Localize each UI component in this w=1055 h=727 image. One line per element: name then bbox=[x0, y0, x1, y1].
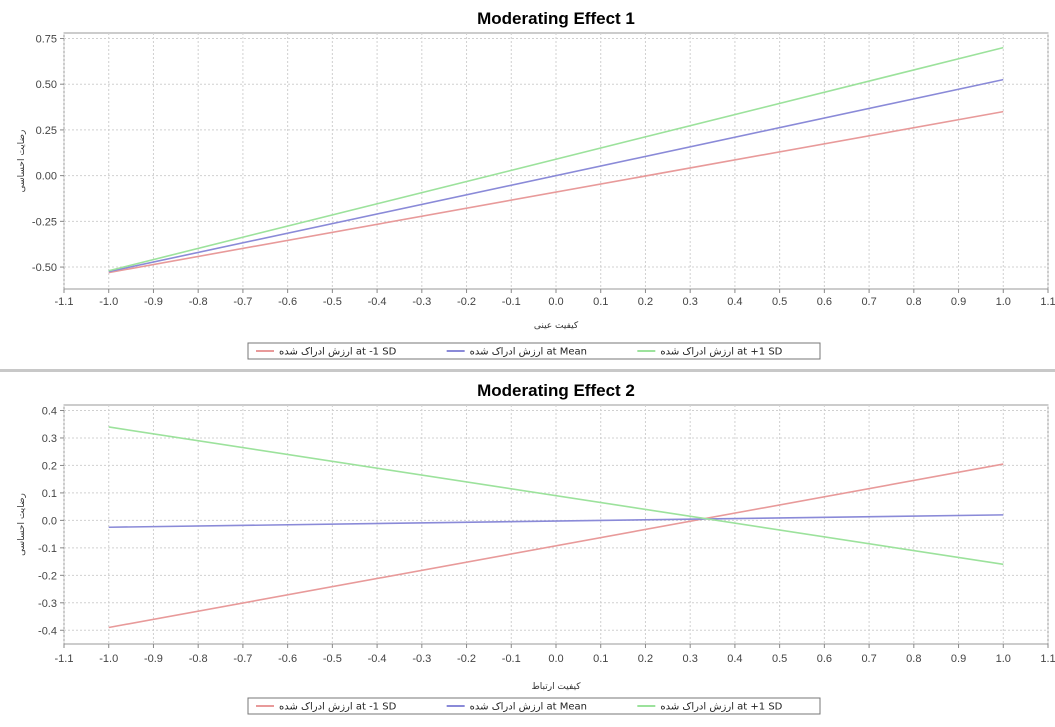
x-tick-label: 0.7 bbox=[861, 653, 876, 665]
x-tick-label: 0.5 bbox=[772, 653, 787, 665]
y-tick-label: -0.2 bbox=[38, 570, 57, 582]
y-tick-label: 0.75 bbox=[36, 33, 57, 45]
x-tick-label: 0.4 bbox=[727, 296, 742, 308]
x-tick-label: 1.1 bbox=[1040, 653, 1055, 665]
y-tick-label: -0.1 bbox=[38, 543, 57, 555]
x-tick-label: 0.6 bbox=[817, 653, 832, 665]
x-tick-label: 1.0 bbox=[996, 296, 1011, 308]
legend-entry: ارزش ادراک شده at Mean bbox=[470, 347, 587, 358]
series-line-1 bbox=[108, 110, 1004, 274]
x-tick-label: -0.6 bbox=[278, 296, 297, 308]
series-line-1 bbox=[108, 463, 1004, 629]
legend-box bbox=[247, 697, 821, 715]
x-tick-label: -0.1 bbox=[502, 653, 521, 665]
x-tick-label: -0.4 bbox=[368, 296, 387, 308]
x-tick-label: -0.3 bbox=[412, 653, 431, 665]
x-tick-label: 0.8 bbox=[906, 296, 921, 308]
x-tick-label: 0.1 bbox=[593, 653, 608, 665]
x-tick-label: 0.3 bbox=[683, 653, 698, 665]
legend-entry: ارزش ادراک شده at -1 SD bbox=[279, 702, 397, 713]
x-axis-label: کیفیت ارتباط bbox=[531, 682, 581, 692]
y-tick-label: 0.00 bbox=[36, 171, 57, 183]
x-tick-label: 0.0 bbox=[548, 296, 563, 308]
x-tick-label: 0.1 bbox=[593, 296, 608, 308]
x-tick-label: 0.9 bbox=[951, 653, 966, 665]
x-tick-label: -0.7 bbox=[233, 296, 252, 308]
x-tick-label: -0.8 bbox=[189, 653, 208, 665]
y-tick-label: -0.3 bbox=[38, 598, 57, 610]
y-axis-label: رضایت احساسی bbox=[17, 130, 27, 193]
legend: ارزش ادراک شده at -1 SD ارزش ادراک شده at… bbox=[247, 342, 821, 360]
x-tick-label: 1.1 bbox=[1040, 296, 1055, 308]
x-tick-label: -0.2 bbox=[457, 296, 476, 308]
chart-title: Moderating Effect 1 bbox=[477, 9, 635, 28]
panel-divider bbox=[0, 369, 1055, 372]
legend-entry: ارزش ادراک شده at Mean bbox=[470, 702, 587, 713]
x-tick-label: 0.0 bbox=[548, 653, 563, 665]
x-tick-label: -1.1 bbox=[55, 296, 74, 308]
y-tick-label: 0.0 bbox=[42, 515, 57, 527]
x-tick-label: -0.7 bbox=[233, 653, 252, 665]
x-tick-label: -1.1 bbox=[55, 653, 74, 665]
chart-2: Moderating Effect 2 -1.1 -1.0 -0.9 -0.8 -0.7 -… bbox=[17, 381, 1055, 715]
y-tick-label: -0.50 bbox=[32, 262, 57, 274]
series-line-2 bbox=[108, 78, 1004, 273]
x-tick-label: 0.2 bbox=[638, 296, 653, 308]
chart-title: Moderating Effect 2 bbox=[477, 381, 635, 400]
x-tick-label: 0.7 bbox=[861, 296, 876, 308]
x-tick-label: -0.8 bbox=[189, 296, 208, 308]
legend-entry: ارزش ادراک شده at -1 SD bbox=[279, 347, 397, 358]
x-tick-label: -0.5 bbox=[323, 653, 342, 665]
y-tick-label: 0.3 bbox=[42, 433, 57, 445]
chart-panel-1: Moderating Effect 1 -1.1 -1.0 -0.9 -0.8 -0.7 -… bbox=[17, 9, 1055, 360]
y-tick-label: 0.4 bbox=[42, 405, 57, 417]
x-tick-label: -0.2 bbox=[457, 653, 476, 665]
series-line-3 bbox=[108, 426, 1004, 566]
y-tick-label: -0.4 bbox=[38, 625, 57, 637]
x-tick-label: -0.5 bbox=[323, 296, 342, 308]
x-tick-label: 0.4 bbox=[727, 653, 742, 665]
x-tick-label: 0.3 bbox=[683, 296, 698, 308]
legend-box bbox=[247, 342, 821, 360]
x-tick-label: -0.9 bbox=[144, 653, 163, 665]
legend-entry: ارزش ادراک شده at +1 SD bbox=[660, 702, 782, 713]
legend: ارزش ادراک شده at -1 SD ارزش ادراک شده at… bbox=[247, 697, 821, 715]
x-tick-label: -0.3 bbox=[412, 296, 431, 308]
chart-1: Moderating Effect 1 -1.1 -1.0 -0.9 -0.8 -0.7 -… bbox=[17, 9, 1055, 360]
x-tick-label: -1.0 bbox=[99, 653, 118, 665]
series-line-2 bbox=[108, 514, 1004, 529]
x-tick-label: -0.1 bbox=[502, 296, 521, 308]
x-axis-label: کیفیت عینی bbox=[534, 321, 579, 331]
y-tick-label: 0.2 bbox=[42, 460, 57, 472]
x-tick-label: 1.0 bbox=[996, 653, 1011, 665]
chart-panel-2: Moderating Effect 2 -1.1 -1.0 -0.9 -0.8 -0.7 -… bbox=[0, 372, 1055, 727]
x-tick-label: 0.2 bbox=[638, 653, 653, 665]
x-tick-label: 0.6 bbox=[817, 296, 832, 308]
y-axis-label: رضایت احساسی bbox=[17, 493, 27, 556]
x-tick-label: 0.8 bbox=[906, 653, 921, 665]
x-tick-label: -1.0 bbox=[99, 296, 118, 308]
x-tick-label: -0.9 bbox=[144, 296, 163, 308]
y-tick-label: 0.50 bbox=[36, 79, 57, 91]
y-tick-label: 0.25 bbox=[36, 125, 57, 137]
legend-entry: ارزش ادراک شده at +1 SD bbox=[660, 347, 782, 358]
y-tick-label: -0.25 bbox=[32, 216, 57, 228]
y-tick-label: 0.1 bbox=[42, 488, 57, 500]
series-line-3 bbox=[108, 46, 1004, 272]
x-tick-label: -0.4 bbox=[368, 653, 387, 665]
x-tick-label: -0.6 bbox=[278, 653, 297, 665]
x-tick-label: 0.9 bbox=[951, 296, 966, 308]
x-tick-label: 0.5 bbox=[772, 296, 787, 308]
